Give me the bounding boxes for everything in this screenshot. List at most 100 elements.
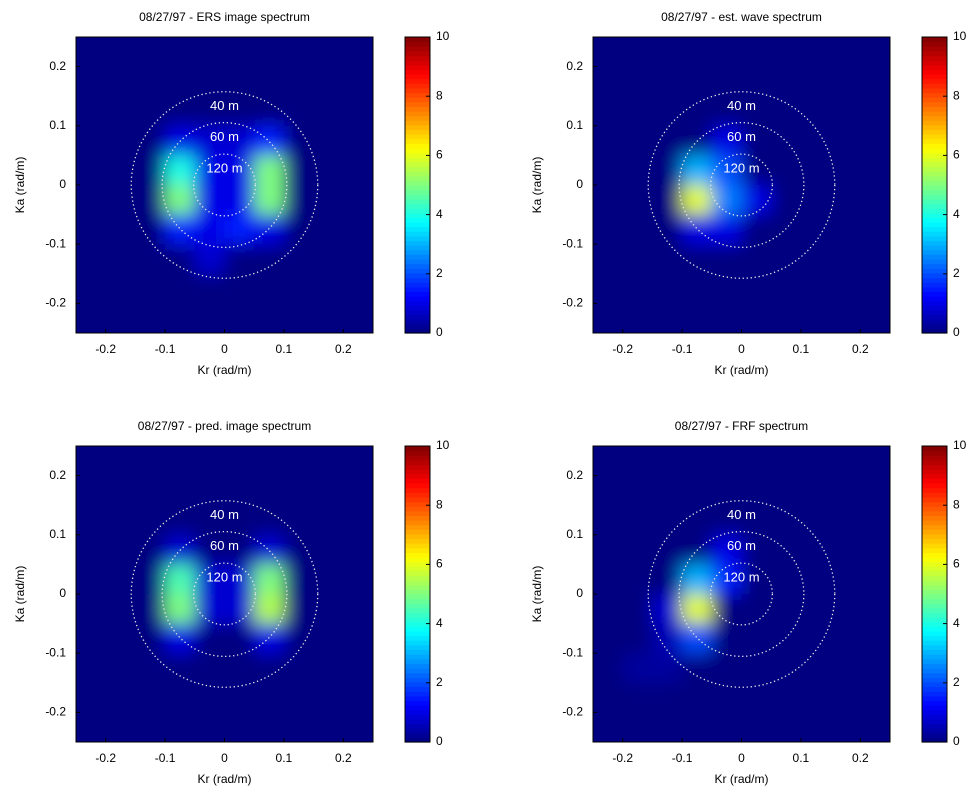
colorbar-segment — [405, 69, 430, 75]
colorbar-segment — [405, 259, 430, 265]
colorbar-tick-label: 8 — [953, 88, 960, 102]
heatmap-cell — [254, 125, 285, 156]
heatmap-cell — [622, 653, 653, 684]
colorbar-segment — [405, 41, 430, 47]
colorbar-segment — [405, 446, 430, 452]
heatmap-cell — [682, 682, 713, 713]
heatmap-cell — [800, 244, 832, 275]
colorbar-tick-label: 10 — [953, 29, 967, 43]
heatmap-cell — [254, 155, 285, 186]
colorbar-segment — [405, 714, 430, 720]
colorbar-tick-label: 4 — [953, 207, 960, 221]
heatmap-cell — [741, 66, 772, 97]
heatmap-cell — [682, 303, 713, 333]
heatmap-cell — [105, 446, 136, 477]
heatmap-cell — [741, 682, 772, 713]
x-tick-label: 0 — [738, 342, 745, 356]
colorbar-segment — [922, 148, 947, 154]
heatmap-cell — [194, 564, 225, 595]
heatmap-cell — [860, 712, 890, 742]
heatmap-cell — [283, 244, 315, 275]
heatmap-cell — [283, 653, 315, 684]
colorbar-segment — [922, 171, 947, 177]
heatmap-cell — [165, 653, 196, 684]
heatmap-cell — [283, 273, 315, 304]
heatmap-cell — [194, 594, 225, 625]
heatmap-cell — [254, 564, 285, 595]
heatmap-cell — [135, 155, 166, 186]
colorbar-segment — [922, 714, 947, 720]
heatmap-cell — [105, 594, 136, 625]
colorbar-segment — [922, 50, 947, 57]
heatmap-cell — [741, 155, 772, 186]
heatmap-cell — [343, 185, 373, 216]
colorbar-segment — [405, 46, 430, 52]
colorbar-segment — [922, 635, 947, 641]
colorbar-segment — [405, 309, 430, 316]
colorbar-segment — [405, 296, 430, 302]
colorbar-segment — [922, 231, 947, 237]
heatmap-cell — [682, 185, 713, 216]
heatmap-cell — [622, 534, 653, 565]
heatmap-cell — [76, 37, 107, 68]
heatmap-cell — [741, 214, 772, 245]
colorbar-segment — [405, 668, 430, 674]
plot-area: 40 m 60 m 120 m — [76, 446, 373, 742]
heatmap-cell — [343, 594, 373, 625]
colorbar-segment — [405, 487, 430, 493]
heatmap-cell — [343, 623, 373, 654]
heatmap — [593, 37, 890, 333]
colorbar-segment — [405, 478, 430, 484]
heatmap-cell — [76, 125, 107, 156]
heatmap-cell — [254, 244, 285, 275]
heatmap-cell — [105, 185, 136, 216]
heatmap-cell — [194, 446, 225, 477]
colorbar-segment — [922, 134, 947, 140]
panel: 40 m 60 m 120 m -0.2 -0.1 0 0.1 0.2 -0.2 -0.1 0 0.1… — [13, 419, 450, 786]
colorbar-segment — [405, 245, 430, 251]
colorbar-segment — [405, 705, 430, 711]
colorbar-segment — [405, 469, 430, 475]
heatmap-cell — [830, 214, 861, 245]
x-tick-label: 0.1 — [276, 751, 293, 765]
heatmap-cell — [593, 564, 624, 595]
colorbar-segment — [405, 180, 430, 186]
colorbar-segment — [405, 473, 430, 479]
heatmap-cell — [165, 96, 196, 127]
colorbar-segment — [922, 621, 947, 627]
heatmap-cell — [283, 564, 315, 595]
heatmap-cell — [313, 475, 344, 506]
colorbar-segment — [922, 626, 947, 632]
colorbar-segment — [922, 483, 947, 489]
colorbar-segment — [405, 649, 430, 655]
colorbar-segment — [405, 654, 430, 660]
wavelength-label: 40 m — [727, 507, 756, 522]
heatmap-cell — [165, 303, 196, 333]
colorbar-segment — [922, 83, 947, 89]
colorbar-segment — [922, 631, 947, 637]
heatmap-cell — [313, 564, 344, 595]
heatmap-cell — [283, 96, 315, 127]
heatmap-cell — [194, 653, 225, 684]
colorbar-segment — [405, 557, 430, 563]
heatmap-cell — [652, 66, 683, 97]
heatmap-cell — [771, 185, 802, 216]
heatmap-cell — [860, 37, 890, 68]
heatmap-cell — [622, 475, 653, 506]
heatmap-cell — [860, 96, 890, 127]
heatmap-cell — [254, 214, 285, 245]
heatmap-cell — [711, 564, 742, 595]
colorbar-segment — [405, 515, 430, 521]
colorbar-segment — [922, 240, 947, 246]
heatmap-cell — [105, 653, 136, 684]
colorbar-segment — [922, 87, 947, 94]
heatmap-cell — [254, 185, 285, 216]
heatmap-cell — [194, 623, 225, 654]
colorbar-segment — [922, 640, 947, 646]
heatmap-cell — [711, 475, 742, 506]
x-tick-label: 0.2 — [335, 751, 352, 765]
y-tick-label: -0.1 — [562, 236, 583, 250]
colorbar-segment — [405, 138, 430, 144]
heatmap-cell — [224, 303, 255, 333]
colorbar-segment — [922, 268, 947, 274]
